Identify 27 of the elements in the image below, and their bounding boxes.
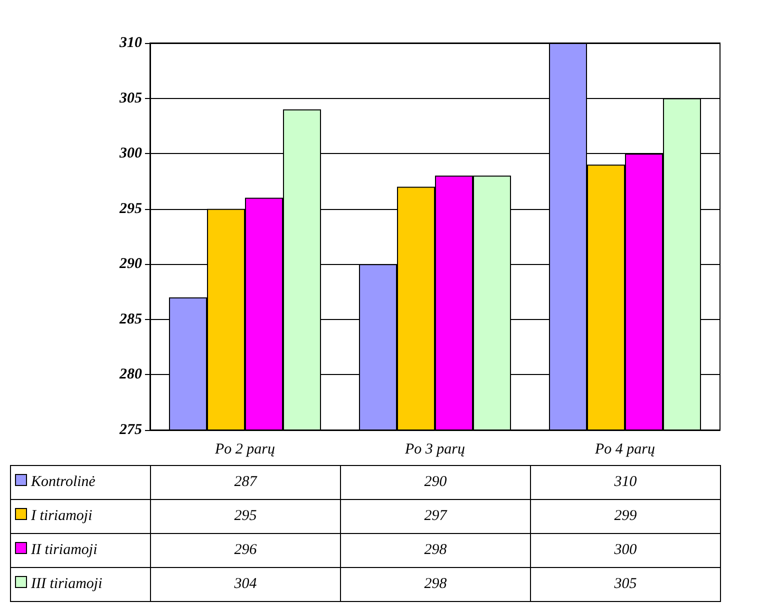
data-label: 295 [150,500,340,534]
data-label: 305 [530,568,720,602]
x-tick-label: Po 3 parų [404,442,465,458]
y-tick-label: 300 [118,146,142,162]
x-tick-label: Po 2 parų [214,442,275,458]
data-label: 310 [530,466,720,500]
legend-label: III tiriamoji [31,576,102,592]
legend-label: II tiriamoji [31,542,98,558]
data-label: 298 [340,534,530,568]
data-label: 287 [150,466,340,500]
data-label: 298 [340,568,530,602]
y-tick-label: 285 [118,311,142,328]
data-label: 296 [150,534,340,568]
data-label: 304 [150,568,340,602]
data-label: 300 [530,534,720,568]
y-tick-label: 310 [118,35,142,51]
data-label: 297 [340,500,530,534]
legend-label: I tiriamoji [31,508,92,524]
y-tick-label: 290 [118,256,142,272]
y-tick-label: 275 [118,422,142,438]
x-tick-label: Po 4 parų [594,442,655,458]
legend-label: Kontrolinė [31,474,96,490]
data-label: 299 [530,500,720,534]
y-tick-label: 280 [118,366,142,383]
y-tick-label: 295 [118,200,142,217]
data-label: 290 [340,466,530,500]
y-tick-label: 305 [118,90,142,106]
